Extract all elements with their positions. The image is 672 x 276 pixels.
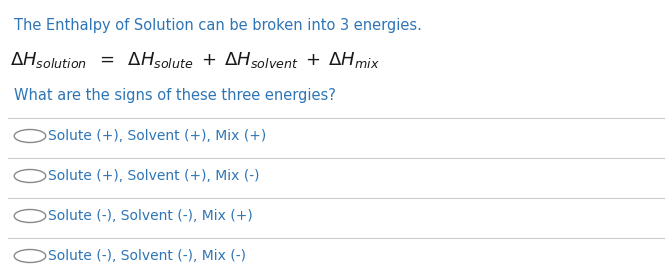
Text: $\Delta H_{\mathit{solution}}$$\;\;=\;\;$$\Delta H_{\mathit{solute}}$$\;+\;$$\De: $\Delta H_{\mathit{solution}}$$\;\;=\;\;…	[10, 50, 380, 70]
Text: Solute (-), Solvent (-), Mix (+): Solute (-), Solvent (-), Mix (+)	[48, 209, 253, 223]
Text: The Enthalpy of Solution can be broken into 3 energies.: The Enthalpy of Solution can be broken i…	[14, 18, 422, 33]
Text: What are the signs of these three energies?: What are the signs of these three energi…	[14, 88, 336, 103]
Text: Solute (+), Solvent (+), Mix (+): Solute (+), Solvent (+), Mix (+)	[48, 129, 266, 143]
Text: Solute (-), Solvent (-), Mix (-): Solute (-), Solvent (-), Mix (-)	[48, 249, 246, 263]
Text: Solute (+), Solvent (+), Mix (-): Solute (+), Solvent (+), Mix (-)	[48, 169, 259, 183]
